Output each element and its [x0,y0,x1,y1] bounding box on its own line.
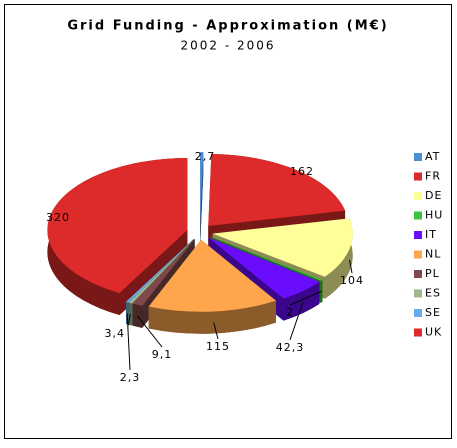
slice-side [148,300,276,334]
data-label: 2,7 [195,150,216,163]
data-label: 3,4 [105,327,126,340]
leader-line [349,259,353,274]
slice-group [200,152,204,247]
legend-swatch [414,211,422,220]
data-label: 2,3 [120,371,141,384]
legend-label: FR [425,170,441,183]
data-label: 42,3 [276,341,305,354]
leader-line [289,301,304,341]
slice [47,158,188,294]
legend-label: AT [425,150,440,163]
leader-line [127,313,131,327]
legend-swatch [414,270,422,278]
slice [132,239,195,306]
slice [212,218,353,277]
slice-wall [200,152,204,247]
slice-side [324,218,353,299]
data-label: 115 [206,340,230,353]
slice [210,236,323,281]
legend-label: ES [425,287,441,300]
legend-swatch [414,172,422,181]
leader-line [289,290,322,306]
legend-swatch [414,328,422,337]
slice [125,238,194,303]
data-label: 2 [286,306,294,319]
pie: 2,7 162 104 2 42,3 115 9,1 3,4 2,3 320 [46,150,364,384]
data-label: 162 [290,165,314,178]
legend-label: UK [425,326,442,339]
legend-swatch [414,250,422,259]
chart-title: Grid Funding - Approximation (M€) [67,19,388,34]
legend-label: DE [425,189,442,202]
legend-swatch [414,289,422,298]
legend-label: PL [425,267,440,280]
slice [148,239,276,312]
slice-side [283,281,320,321]
legend-label: IT [425,228,437,241]
leader-line [126,313,131,371]
leader-line [137,315,163,348]
legend-swatch [414,309,422,317]
data-label: 104 [340,274,364,287]
legend: AT FR DE HU IT NL PL ES SE UK [414,150,443,339]
slice [208,153,346,226]
legend-swatch [414,153,422,161]
legend-label: NL [425,248,441,261]
chart-subtitle: 2002 - 2006 [180,39,275,53]
slice-group [148,239,276,334]
slice [208,237,320,299]
slice-wall [132,239,195,326]
legend-label: HU [425,209,443,222]
legend-swatch [414,192,422,200]
slice [200,152,204,225]
data-label: 320 [46,211,70,224]
slice [128,238,195,304]
slice-side [132,303,143,328]
leader-line [213,322,219,340]
legend-label: SE [425,306,441,319]
legend-swatch [414,231,422,239]
data-label: 9,1 [152,348,173,361]
